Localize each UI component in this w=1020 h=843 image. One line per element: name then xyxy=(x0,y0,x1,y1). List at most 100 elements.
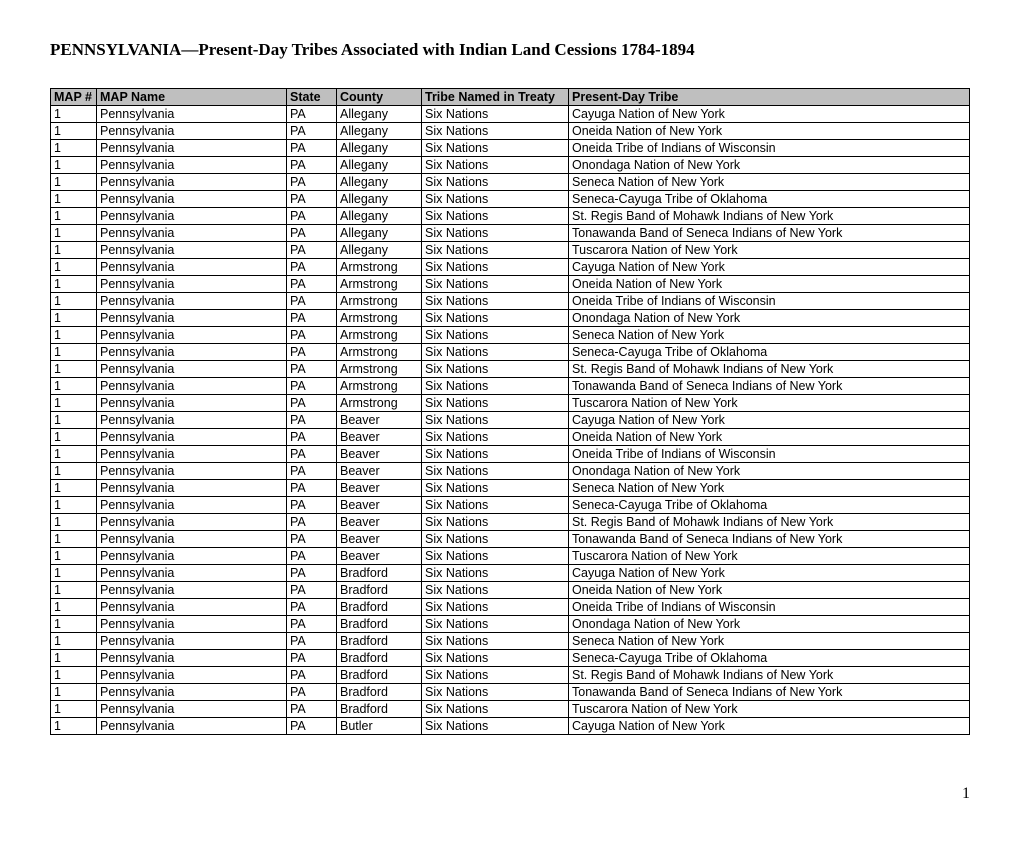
table-cell: Beaver xyxy=(337,514,422,531)
table-cell: Pennsylvania xyxy=(97,429,287,446)
table-cell: PA xyxy=(287,514,337,531)
table-cell: 1 xyxy=(51,157,97,174)
col-county: County xyxy=(337,89,422,106)
table-row: 1PennsylvaniaPAButlerSix NationsCayuga N… xyxy=(51,718,970,735)
table-row: 1PennsylvaniaPABeaverSix NationsOneida N… xyxy=(51,429,970,446)
table-cell: Cayuga Nation of New York xyxy=(569,412,970,429)
table-cell: 1 xyxy=(51,531,97,548)
table-cell: PA xyxy=(287,497,337,514)
table-cell: PA xyxy=(287,191,337,208)
table-cell: PA xyxy=(287,599,337,616)
table-cell: Six Nations xyxy=(422,429,569,446)
table-cell: St. Regis Band of Mohawk Indians of New … xyxy=(569,514,970,531)
table-row: 1PennsylvaniaPAAlleganySix NationsOneida… xyxy=(51,123,970,140)
table-cell: Six Nations xyxy=(422,259,569,276)
table-cell: Pennsylvania xyxy=(97,463,287,480)
table-cell: Beaver xyxy=(337,497,422,514)
table-row: 1PennsylvaniaPABeaverSix NationsSeneca-C… xyxy=(51,497,970,514)
table-cell: Tonawanda Band of Seneca Indians of New … xyxy=(569,531,970,548)
table-row: 1PennsylvaniaPAAlleganySix NationsCayuga… xyxy=(51,106,970,123)
table-cell: 1 xyxy=(51,667,97,684)
table-cell: PA xyxy=(287,616,337,633)
table-cell: PA xyxy=(287,463,337,480)
table-cell: Pennsylvania xyxy=(97,242,287,259)
table-cell: 1 xyxy=(51,480,97,497)
table-cell: 1 xyxy=(51,191,97,208)
table-cell: Onondaga Nation of New York xyxy=(569,310,970,327)
table-cell: Oneida Tribe of Indians of Wisconsin xyxy=(569,599,970,616)
table-cell: Pennsylvania xyxy=(97,327,287,344)
table-row: 1PennsylvaniaPABradfordSix NationsOnonda… xyxy=(51,616,970,633)
table-cell: Bradford xyxy=(337,684,422,701)
table-cell: Beaver xyxy=(337,412,422,429)
table-cell: Oneida Nation of New York xyxy=(569,429,970,446)
table-cell: PA xyxy=(287,106,337,123)
table-cell: Six Nations xyxy=(422,480,569,497)
table-row: 1PennsylvaniaPABeaverSix NationsTonawand… xyxy=(51,531,970,548)
col-tribe-treaty: Tribe Named in Treaty xyxy=(422,89,569,106)
table-row: 1PennsylvaniaPABradfordSix NationsTonawa… xyxy=(51,684,970,701)
table-cell: Pennsylvania xyxy=(97,599,287,616)
table-cell: Six Nations xyxy=(422,718,569,735)
table-cell: Armstrong xyxy=(337,327,422,344)
table-row: 1PennsylvaniaPAAlleganySix NationsTuscar… xyxy=(51,242,970,259)
table-cell: 1 xyxy=(51,327,97,344)
col-state: State xyxy=(287,89,337,106)
table-cell: 1 xyxy=(51,463,97,480)
table-cell: Pennsylvania xyxy=(97,565,287,582)
table-cell: 1 xyxy=(51,650,97,667)
table-row: 1PennsylvaniaPAArmstrongSix NationsSenec… xyxy=(51,327,970,344)
table-cell: Bradford xyxy=(337,701,422,718)
table-cell: 1 xyxy=(51,548,97,565)
table-cell: 1 xyxy=(51,361,97,378)
table-cell: Six Nations xyxy=(422,412,569,429)
table-cell: Six Nations xyxy=(422,599,569,616)
table-cell: PA xyxy=(287,208,337,225)
table-cell: Oneida Nation of New York xyxy=(569,582,970,599)
table-cell: Bradford xyxy=(337,667,422,684)
table-cell: Six Nations xyxy=(422,225,569,242)
table-cell: Pennsylvania xyxy=(97,293,287,310)
table-cell: Six Nations xyxy=(422,378,569,395)
table-row: 1PennsylvaniaPABeaverSix NationsOnondaga… xyxy=(51,463,970,480)
table-cell: Oneida Nation of New York xyxy=(569,276,970,293)
table-cell: Pennsylvania xyxy=(97,531,287,548)
table-cell: Allegany xyxy=(337,242,422,259)
table-cell: Pennsylvania xyxy=(97,412,287,429)
table-cell: Pennsylvania xyxy=(97,310,287,327)
table-row: 1PennsylvaniaPABradfordSix NationsOneida… xyxy=(51,599,970,616)
table-row: 1PennsylvaniaPABradfordSix NationsSeneca… xyxy=(51,633,970,650)
table-cell: 1 xyxy=(51,276,97,293)
table-row: 1PennsylvaniaPAAlleganySix NationsSeneca… xyxy=(51,191,970,208)
table-cell: 1 xyxy=(51,259,97,276)
table-cell: Six Nations xyxy=(422,344,569,361)
table-cell: Beaver xyxy=(337,548,422,565)
table-cell: PA xyxy=(287,242,337,259)
table-cell: Pennsylvania xyxy=(97,174,287,191)
table-cell: Pennsylvania xyxy=(97,446,287,463)
table-cell: Six Nations xyxy=(422,327,569,344)
table-cell: Tuscarora Nation of New York xyxy=(569,242,970,259)
table-cell: Beaver xyxy=(337,480,422,497)
table-cell: Pennsylvania xyxy=(97,191,287,208)
table-row: 1PennsylvaniaPAArmstrongSix NationsCayug… xyxy=(51,259,970,276)
table-cell: PA xyxy=(287,174,337,191)
table-cell: Beaver xyxy=(337,429,422,446)
table-cell: 1 xyxy=(51,429,97,446)
table-cell: Armstrong xyxy=(337,344,422,361)
table-row: 1PennsylvaniaPAAlleganySix NationsOneida… xyxy=(51,140,970,157)
table-cell: Seneca-Cayuga Tribe of Oklahoma xyxy=(569,497,970,514)
table-cell: Allegany xyxy=(337,174,422,191)
table-cell: Six Nations xyxy=(422,463,569,480)
table-cell: PA xyxy=(287,259,337,276)
table-cell: PA xyxy=(287,395,337,412)
table-cell: PA xyxy=(287,718,337,735)
table-cell: Pennsylvania xyxy=(97,157,287,174)
page-title: PENNSYLVANIA—Present-Day Tribes Associat… xyxy=(50,40,970,60)
table-cell: Onondaga Nation of New York xyxy=(569,157,970,174)
table-row: 1PennsylvaniaPABradfordSix NationsOneida… xyxy=(51,582,970,599)
table-row: 1PennsylvaniaPAArmstrongSix NationsTonaw… xyxy=(51,378,970,395)
table-cell: Seneca Nation of New York xyxy=(569,327,970,344)
table-cell: Seneca Nation of New York xyxy=(569,480,970,497)
table-row: 1PennsylvaniaPAAlleganySix NationsSeneca… xyxy=(51,174,970,191)
